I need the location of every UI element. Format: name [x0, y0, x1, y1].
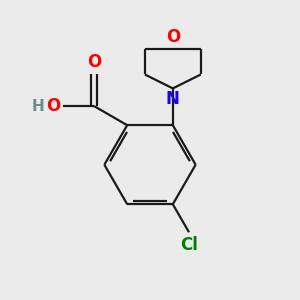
Text: O: O	[46, 97, 61, 115]
Text: O: O	[166, 28, 180, 46]
Text: H: H	[31, 99, 44, 114]
Text: O: O	[87, 53, 101, 71]
Text: Cl: Cl	[180, 236, 198, 254]
Text: N: N	[166, 90, 180, 108]
